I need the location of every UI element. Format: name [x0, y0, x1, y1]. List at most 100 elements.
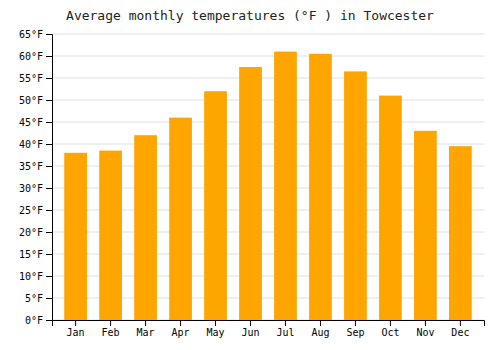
- y-tick-mark: [46, 122, 52, 123]
- y-tick-mark: [46, 232, 52, 233]
- y-tick-label: 0°F: [25, 315, 43, 326]
- y-tick: 55°F: [19, 73, 52, 84]
- x-tick-mark: [425, 320, 426, 326]
- y-tick: 45°F: [19, 117, 52, 128]
- bar: [274, 52, 297, 320]
- x-tick: Mar: [137, 320, 155, 338]
- x-tick-label: Dec: [451, 327, 469, 338]
- x-tick-mark: [110, 320, 111, 326]
- y-axis-line: [46, 35, 53, 321]
- x-tick-label: Mar: [137, 327, 155, 338]
- y-tick-label: 20°F: [19, 227, 43, 238]
- x-tick-mark: [390, 320, 391, 326]
- x-tick-label: May: [206, 327, 224, 338]
- y-tick-mark: [46, 188, 52, 189]
- bars: [64, 52, 472, 320]
- x-tick: Dec: [451, 320, 469, 338]
- x-tick-label: Jun: [241, 327, 259, 338]
- x-tick-mark: [180, 320, 181, 326]
- y-tick-label: 60°F: [19, 51, 43, 62]
- grid-line: [52, 56, 484, 57]
- x-tick: Feb: [102, 320, 120, 338]
- y-tick: 35°F: [19, 161, 52, 172]
- y-tick-label: 10°F: [19, 271, 43, 282]
- bar: [169, 118, 192, 320]
- y-tick: 50°F: [19, 95, 52, 106]
- bar: [99, 151, 122, 320]
- bar: [449, 146, 472, 320]
- bar: [134, 135, 157, 320]
- bar: [204, 91, 227, 320]
- x-tick-mark: [145, 320, 146, 326]
- grid-line: [52, 122, 484, 123]
- x-tick-mark: [460, 320, 461, 326]
- x-tick: Nov: [416, 320, 434, 338]
- y-tick-mark: [46, 298, 52, 299]
- y-tick-mark: [46, 144, 52, 145]
- y-tick-label: 40°F: [19, 139, 43, 150]
- y-tick: 20°F: [19, 227, 52, 238]
- x-tick-mark: [215, 320, 216, 326]
- y-tick: 0°F: [25, 315, 52, 326]
- x-tick: Aug: [311, 320, 329, 338]
- x-tick: Oct: [381, 320, 399, 338]
- bar: [344, 71, 367, 320]
- grid-line: [52, 34, 484, 35]
- y-tick: 65°F: [19, 29, 52, 40]
- y-tick-label: 25°F: [19, 205, 43, 216]
- y-tick-mark: [46, 56, 52, 57]
- y-tick-label: 15°F: [19, 249, 43, 260]
- x-tick-mark: [285, 320, 286, 326]
- x-axis-line: [53, 321, 485, 327]
- bar: [239, 67, 262, 320]
- grid-line: [52, 100, 484, 101]
- y-tick: 10°F: [19, 271, 52, 282]
- y-tick-mark: [46, 210, 52, 211]
- y-tick: 30°F: [19, 183, 52, 194]
- y-tick-mark: [46, 166, 52, 167]
- bar: [379, 96, 402, 320]
- bar: [309, 54, 332, 320]
- x-axis: Jan Feb Mar Apr May Jun Jul Aug Sep Oct Nov Dec: [53, 320, 485, 338]
- x-tick: Apr: [172, 320, 190, 338]
- y-tick-label: 65°F: [19, 29, 43, 40]
- y-tick: 60°F: [19, 51, 52, 62]
- y-tick: 25°F: [19, 205, 52, 216]
- y-tick-mark: [46, 320, 52, 321]
- x-tick-label: Jul: [276, 327, 294, 338]
- x-tick-label: Apr: [172, 327, 190, 338]
- y-axis: 0°F 5°F 10°F 15°F 20°F 25°F 30°F 35°F 40°F 45°F 50…: [19, 29, 53, 326]
- x-tick: May: [206, 320, 224, 338]
- x-tick-label: Feb: [102, 327, 120, 338]
- grid-line: [52, 78, 484, 79]
- bar: [64, 153, 87, 320]
- x-tick-mark: [320, 320, 321, 326]
- y-tick-mark: [46, 276, 52, 277]
- y-tick-label: 35°F: [19, 161, 43, 172]
- x-tick-label: Sep: [346, 327, 364, 338]
- y-tick-mark: [46, 100, 52, 101]
- y-tick-label: 45°F: [19, 117, 43, 128]
- y-tick-mark: [46, 254, 52, 255]
- x-tick-mark: [75, 320, 76, 326]
- x-tick-label: Nov: [416, 327, 434, 338]
- y-tick-mark: [46, 34, 52, 35]
- y-tick-label: 50°F: [19, 95, 43, 106]
- y-tick-label: 30°F: [19, 183, 43, 194]
- x-tick: Jun: [241, 320, 259, 338]
- y-tick: 15°F: [19, 249, 52, 260]
- y-tick-label: 55°F: [19, 73, 43, 84]
- y-tick-label: 5°F: [25, 293, 43, 304]
- x-tick-label: Oct: [381, 327, 399, 338]
- x-tick-mark: [250, 320, 251, 326]
- y-tick: 5°F: [25, 293, 52, 304]
- x-tick: Jan: [67, 320, 85, 338]
- plot: 0°F 5°F 10°F 15°F 20°F 25°F 30°F 35°F 40°F 45°F 50…: [19, 29, 485, 338]
- y-tick-mark: [46, 78, 52, 79]
- x-tick: Sep: [346, 320, 364, 338]
- x-tick-label: Jan: [67, 327, 85, 338]
- y-tick: 40°F: [19, 139, 52, 150]
- x-tick-label: Aug: [311, 327, 329, 338]
- title: Average monthly temperatures (°F ) in To…: [66, 8, 434, 23]
- chart: Average monthly temperatures (°F ) in To…: [0, 0, 500, 350]
